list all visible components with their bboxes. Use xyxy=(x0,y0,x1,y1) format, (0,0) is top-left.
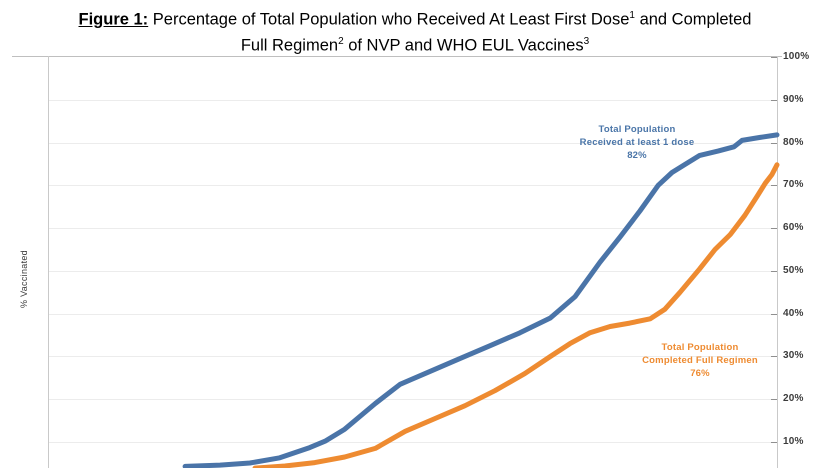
footnote-marker-3: 3 xyxy=(583,35,590,47)
y-tick-label: 30% xyxy=(783,350,804,362)
title-text-c: Full Regimen xyxy=(240,36,339,54)
y-tick-mark xyxy=(771,185,777,187)
gridline xyxy=(49,399,777,401)
gridline xyxy=(49,313,777,315)
plot-top-border xyxy=(12,56,782,57)
footnote-marker-1: 1 xyxy=(629,10,635,21)
first-dose-annotation-line1: Total Population xyxy=(598,124,676,135)
gridline xyxy=(49,185,777,187)
title-text-d: of NVP and WHO EUL Vaccines xyxy=(343,36,584,54)
figure-title: Figure 1: Percentage of Total Population… xyxy=(0,5,830,56)
y-tick-label: 20% xyxy=(783,393,804,405)
y-tick-label: 10% xyxy=(783,436,804,448)
full-regimen-annotation-value: 76% xyxy=(690,368,710,379)
full-regimen-annotation: Total Population Completed Full Regimen … xyxy=(615,341,785,380)
y-tick-mark xyxy=(771,356,777,358)
y-tick-label: 50% xyxy=(783,264,804,276)
y-tick-mark xyxy=(771,228,777,230)
first-dose-annotation-value: 82% xyxy=(627,150,647,161)
y-tick-mark xyxy=(771,270,777,272)
gridline xyxy=(49,99,777,101)
y-tick-label: 100% xyxy=(783,51,810,62)
y-tick-label: 60% xyxy=(783,222,804,234)
first-dose-annotation: Total Population Received at least 1 dos… xyxy=(557,123,717,162)
y-tick-label: 90% xyxy=(783,93,804,105)
gridline xyxy=(49,270,777,272)
y-tick-label: 80% xyxy=(783,136,804,148)
first-dose-line xyxy=(182,132,780,468)
y-tick-mark xyxy=(771,57,777,58)
y-tick-mark xyxy=(771,142,777,144)
gridline xyxy=(49,442,777,444)
figure-title-line2: Full Regimen2 of NVP and WHO EUL Vaccine… xyxy=(0,31,830,57)
title-text-a: Percentage of Total Population who Recei… xyxy=(148,10,630,29)
right-axis-line xyxy=(777,56,778,468)
figure-title-line1: Figure 1: Percentage of Total Population… xyxy=(0,5,830,31)
gridline xyxy=(49,356,777,358)
title-text-b: and Completed xyxy=(634,10,752,29)
y-tick-mark xyxy=(771,99,777,101)
full-regimen-annotation-line1: Total Population xyxy=(661,342,739,353)
y-tick-label: 70% xyxy=(783,179,804,191)
y-tick-mark xyxy=(771,313,777,315)
gridline xyxy=(49,142,777,144)
figure-number-label: Figure 1: xyxy=(78,10,149,29)
gridline xyxy=(49,228,777,230)
first-dose-annotation-line2: Received at least 1 dose xyxy=(579,137,695,148)
footnote-marker-2: 2 xyxy=(338,35,344,47)
full-regimen-annotation-line2: Completed Full Regimen xyxy=(642,355,758,366)
y-tick-mark xyxy=(771,399,777,401)
full-regimen-line xyxy=(252,162,780,468)
left-axis-line xyxy=(48,56,49,468)
y-tick-mark xyxy=(771,442,777,444)
y-tick-label: 40% xyxy=(783,307,804,319)
